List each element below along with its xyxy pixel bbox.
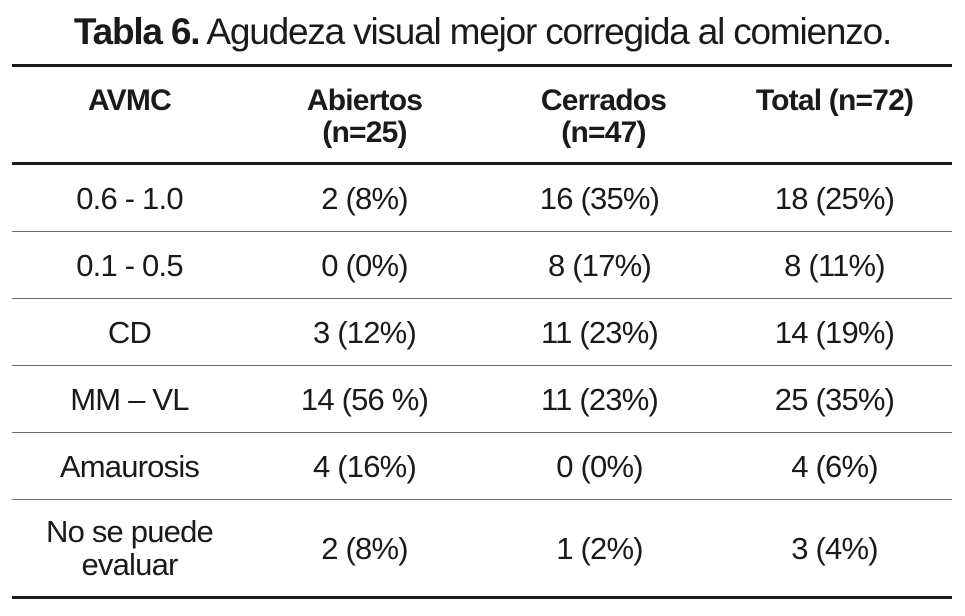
header-total: Total (n=72) [717, 85, 952, 117]
header-abiertos: Abiertos (n=25) [247, 85, 482, 149]
table-row: Amaurosis 4 (16%) 0 (0%) 4 (6%) [12, 433, 952, 500]
cell-total: 3 (4%) [791, 530, 878, 566]
row-label: 0.6 - 1.0 [76, 180, 183, 216]
cell-total: 8 (11%) [784, 247, 885, 283]
cell-total: 18 (25%) [774, 180, 895, 216]
table-bottom-rule [12, 596, 952, 599]
row-label: MM – VL [70, 381, 189, 417]
row-label: 0.1 - 0.5 [76, 247, 183, 283]
table-caption: Tabla 6. Agudeza visual mejor corregida … [0, 8, 965, 56]
cell-cerrados: 8 (17%) [548, 247, 652, 283]
table-row: 0.1 - 0.5 0 (0%) 8 (17%) 8 (11%) [12, 232, 952, 299]
cell-cerrados: 11 (23%) [540, 314, 659, 350]
cell-abiertos: 0 (0%) [321, 247, 408, 283]
cell-abiertos: 3 (12%) [313, 314, 417, 350]
header-avmc-line: AVMC [88, 84, 172, 117]
cell-cerrados: 1 (2%) [556, 530, 643, 566]
row-label-line-1: No se puede [46, 514, 214, 549]
header-abiertos-line-2: (n=25) [322, 116, 407, 149]
row-label: CD [107, 314, 152, 350]
cell-cerrados: 11 (23%) [540, 381, 659, 417]
row-label: Amaurosis [59, 448, 200, 484]
table-caption-label: Tabla 6. [73, 11, 201, 52]
cell-abiertos: 2 (8%) [321, 180, 408, 216]
cell-total: 14 (19%) [774, 314, 895, 350]
header-cerrados: Cerrados (n=47) [482, 85, 717, 149]
cell-cerrados: 16 (35%) [539, 180, 660, 216]
header-cerrados-line-1: Cerrados [540, 84, 667, 117]
table-row: CD 3 (12%) 11 (23%) 14 (19%) [12, 299, 952, 366]
visual-acuity-table: AVMC Abiertos (n=25) Cerrados (n=47) Tot… [12, 64, 952, 599]
row-label: No se puede evaluar [12, 515, 247, 581]
header-abiertos-line-1: Abiertos [306, 84, 423, 117]
table-caption-text: Agudeza visual mejor corregida al comien… [199, 11, 892, 52]
header-cerrados-line-2: (n=47) [561, 116, 646, 149]
cell-abiertos: 4 (16%) [313, 448, 417, 484]
table-row: 0.6 - 1.0 2 (8%) 16 (35%) 18 (25%) [12, 165, 952, 232]
cell-total: 4 (6%) [791, 448, 878, 484]
table-row: No se puede evaluar 2 (8%) 1 (2%) 3 (4%) [12, 500, 952, 596]
cell-cerrados: 0 (0%) [556, 448, 643, 484]
table-row: MM – VL 14 (56 %) 11 (23%) 25 (35%) [12, 366, 952, 433]
row-label-line-2: evaluar [81, 547, 178, 582]
cell-abiertos: 2 (8%) [321, 530, 408, 566]
cell-abiertos: 14 (56 %) [300, 381, 429, 417]
table-header-rule [12, 162, 952, 165]
table-top-rule [12, 64, 952, 67]
table-header-row: AVMC Abiertos (n=25) Cerrados (n=47) Tot… [12, 67, 952, 162]
header-avmc: AVMC [12, 85, 247, 117]
header-total-line: Total (n=72) [755, 84, 914, 117]
cell-total: 25 (35%) [774, 381, 895, 417]
